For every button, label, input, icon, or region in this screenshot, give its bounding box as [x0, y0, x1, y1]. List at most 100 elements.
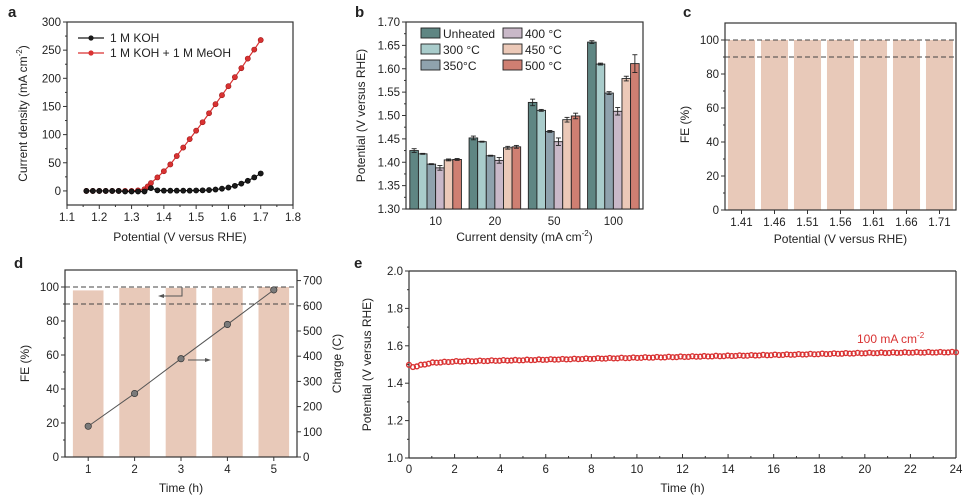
- x-tick-label-a: 1.2: [91, 212, 107, 224]
- y-tick-label-d: 40: [46, 384, 59, 396]
- data-point-e: [736, 352, 743, 359]
- data-point-e: [830, 350, 838, 357]
- data-point-e: [771, 351, 779, 358]
- y-tick-label-b: 1.35: [378, 181, 400, 193]
- bar-b-2-0: [527, 101, 538, 210]
- data-point-e: [886, 349, 893, 357]
- legend-label-b-0: Unheated: [443, 27, 495, 41]
- data-point-e: [453, 358, 460, 365]
- y2-tick-label-d: 600: [303, 301, 322, 313]
- data-point-e: [559, 355, 566, 363]
- x-axis-label-b-end: ): [589, 230, 593, 244]
- legend-label-b-5: 500 °C: [525, 59, 562, 73]
- data-point-a-0: [231, 182, 238, 189]
- bar-b-3-3: [612, 110, 623, 210]
- panel-label-d: d: [14, 255, 23, 272]
- data-point-e: [724, 352, 731, 359]
- y-tick-label-e: 1.4: [387, 378, 404, 390]
- data-point-e: [645, 354, 653, 361]
- panel-b: 1.30 1.35 1.40 1.45 1.50 1.55 1.60 1.65 1.70 10 20…: [354, 17, 644, 244]
- y-axis-label-a: Current density (mA cm-2): [15, 45, 30, 182]
- data-point-e: [767, 352, 775, 359]
- data-point-e: [567, 356, 574, 363]
- data-point-a-1: [225, 83, 232, 90]
- data-point-e: [795, 350, 802, 358]
- data-point-a-1: [212, 101, 219, 108]
- data-point-a-0: [251, 174, 258, 181]
- y-tick-label-e: 1.6: [387, 341, 403, 353]
- x-tick-label-c: 1.51: [796, 217, 818, 229]
- bar-c-4: [859, 40, 888, 210]
- data-point-e: [760, 351, 767, 358]
- y-axis-label-a-sup: -2: [15, 49, 24, 57]
- panel-d: 1 2 3 4 5 0 20 40 60 80 100 0 100 200 300 400 500 600 700 T…: [18, 269, 344, 495]
- data-point-e: [913, 349, 920, 356]
- x-tick-label-e: 0: [406, 464, 412, 476]
- bar-c-2: [793, 40, 822, 210]
- data-point-a-0: [193, 187, 200, 194]
- x-tick-label-b: 20: [488, 216, 501, 228]
- data-point-e: [941, 349, 948, 356]
- x-tick-label-e: 4: [497, 464, 504, 476]
- data-point-e: [441, 358, 448, 365]
- bar-d-3: [212, 287, 243, 457]
- data-point-e: [697, 353, 704, 360]
- data-point-e: [563, 356, 570, 363]
- data-point-a-0: [109, 188, 116, 194]
- data-point-e: [551, 356, 558, 363]
- data-point-e: [779, 351, 786, 359]
- y-tick-label-c: 80: [706, 69, 719, 81]
- data-point-a-0: [83, 188, 90, 194]
- legend-marker-a-0: [88, 35, 94, 41]
- x-tick-label-b: 100: [604, 216, 623, 228]
- y-tick-label-c: 100: [700, 35, 719, 47]
- data-point-e: [614, 355, 621, 362]
- data-point-e: [952, 349, 960, 356]
- x-tick-label-b: 50: [548, 216, 561, 228]
- data-point-e: [756, 352, 763, 359]
- data-point-e: [819, 350, 826, 357]
- data-point-e: [504, 357, 511, 364]
- x-tick-label-d: 5: [271, 464, 277, 476]
- data-point-e: [901, 349, 908, 356]
- data-point-e: [811, 351, 818, 358]
- bar-b-2-2: [545, 130, 555, 210]
- y-tick-label-b: 1.45: [378, 134, 400, 146]
- x-tick-label-a: 1.3: [124, 212, 140, 224]
- data-point-a-0: [219, 185, 225, 192]
- charge-point-0: [84, 422, 92, 430]
- data-point-e: [701, 352, 708, 360]
- series-line-1: [86, 39, 262, 192]
- bar-c-3: [826, 40, 855, 210]
- data-point-a-1: [244, 55, 251, 62]
- y-tick-label-a: 100: [42, 130, 61, 142]
- charge-point-1: [131, 389, 139, 398]
- y-tick-label-c: 40: [706, 137, 719, 149]
- y-axis-label-e: Potential (V versus RHE): [360, 298, 374, 431]
- legend-label-b-4: 450 °C: [525, 43, 562, 57]
- bar-b-2-4: [562, 119, 572, 210]
- data-point-a-1: [160, 168, 167, 175]
- data-point-e: [437, 359, 444, 366]
- data-point-e: [897, 349, 905, 356]
- x-tick-label-c: 1.41: [730, 217, 752, 229]
- data-point-e: [846, 350, 853, 357]
- data-point-e: [708, 353, 716, 360]
- data-point-e: [638, 354, 645, 361]
- data-point-e: [602, 355, 609, 362]
- data-point-a-0: [128, 188, 135, 195]
- x-tick-label-e: 22: [904, 464, 917, 476]
- bar-c-0: [727, 40, 756, 210]
- x-tick-label-d: 4: [224, 464, 231, 476]
- data-point-e: [838, 350, 845, 357]
- y-tick-label-e: 2.0: [387, 266, 403, 278]
- data-point-e: [460, 358, 468, 365]
- data-point-e: [874, 350, 881, 357]
- legend-label-b-3: 400 °C: [525, 27, 562, 41]
- data-point-a-1: [180, 144, 187, 151]
- bar-b-3-0: [587, 41, 597, 210]
- data-point-e: [500, 357, 507, 364]
- data-point-e: [681, 353, 688, 361]
- x-axis-label-b-text: Current density (mA cm: [456, 230, 581, 244]
- bar-d-4: [258, 287, 290, 457]
